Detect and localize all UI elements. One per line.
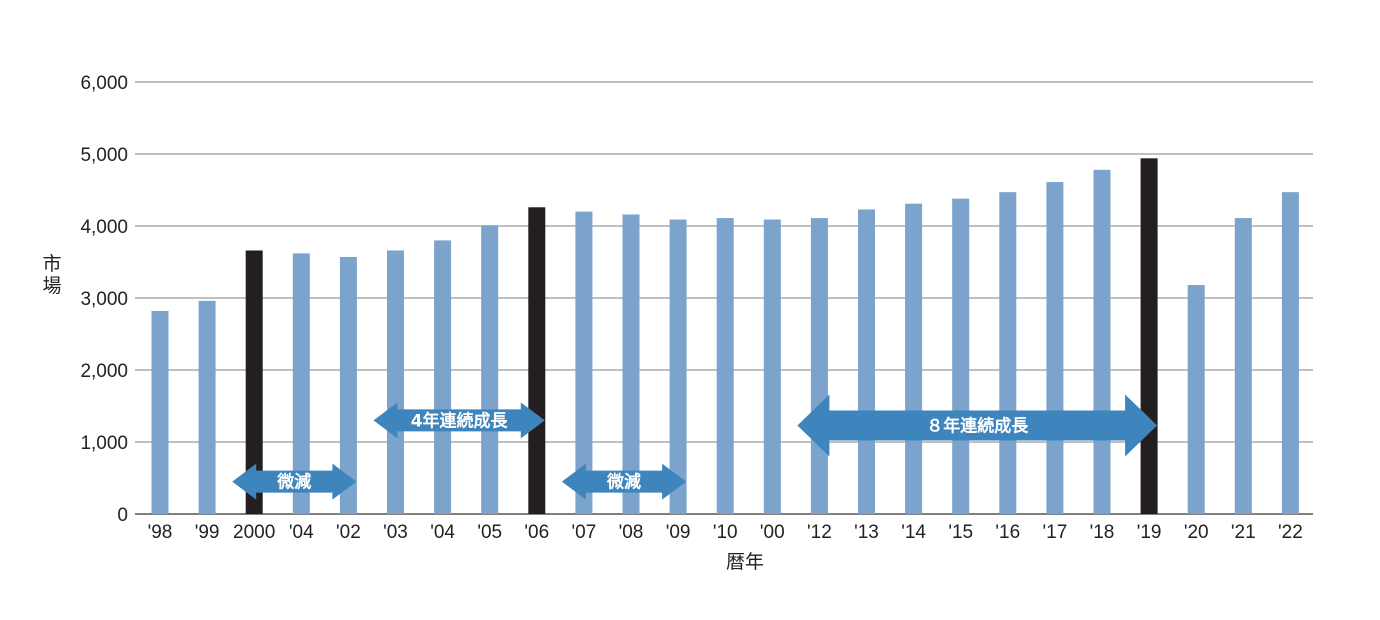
y-axis-label-char: 市 xyxy=(42,253,61,275)
x-tick-label: '14 xyxy=(901,522,926,543)
x-tick-label: '99 xyxy=(195,522,220,543)
bar xyxy=(481,225,499,514)
bar xyxy=(198,300,216,514)
y-tick-label: 0 xyxy=(117,505,128,526)
bar xyxy=(575,211,593,514)
bar xyxy=(763,219,781,514)
x-tick-label: '00 xyxy=(760,522,785,543)
x-tick-label: '05 xyxy=(477,522,502,543)
x-tick-label: '07 xyxy=(572,522,597,543)
bar xyxy=(858,209,875,514)
x-tick-label: '17 xyxy=(1043,522,1068,543)
bar xyxy=(952,198,970,514)
x-tick-label: '18 xyxy=(1090,522,1115,543)
x-tick-label: '06 xyxy=(524,522,549,543)
bar xyxy=(1281,192,1299,514)
x-axis-tick-labels: '98 '99 2000 '04 '02 '03 '04 '05 '06 '07 '08 '09 '10… xyxy=(148,522,1303,543)
bar xyxy=(1234,218,1252,514)
bar xyxy=(669,219,687,514)
bar xyxy=(905,203,923,514)
y-tick-label: 3,000 xyxy=(80,289,128,310)
x-tick-label: '22 xyxy=(1278,522,1303,543)
y-tick-label: 2,000 xyxy=(80,361,128,382)
y-axis-tick-labels: 0 1,000 2,000 3,000 4,000 5,000 6,000 xyxy=(80,73,128,526)
x-tick-label: '10 xyxy=(713,522,738,543)
bar xyxy=(716,218,734,514)
bar xyxy=(1046,182,1064,514)
x-tick-label: '08 xyxy=(619,522,644,543)
bar-highlighted xyxy=(528,207,546,514)
x-axis-label: 暦年 xyxy=(726,551,764,573)
x-tick-label: '09 xyxy=(666,522,691,543)
y-tick-label: 1,000 xyxy=(80,433,128,454)
x-tick-label: '20 xyxy=(1184,522,1209,543)
double-arrow-annotation xyxy=(561,463,687,500)
x-tick-label: '19 xyxy=(1137,522,1162,543)
x-tick-label: '15 xyxy=(948,522,973,543)
y-axis-label-char: 場 xyxy=(42,275,61,297)
double-arrow-annotation xyxy=(797,394,1158,457)
bar-highlighted xyxy=(1140,158,1158,514)
bar xyxy=(151,310,169,514)
bars xyxy=(151,158,1299,515)
double-arrow-annotation xyxy=(373,402,545,439)
double-arrow-annotation xyxy=(232,463,357,500)
bar xyxy=(810,218,828,514)
annotation-label: 微減 xyxy=(606,472,641,493)
y-tick-label: 4,000 xyxy=(80,217,128,238)
x-tick-label: '02 xyxy=(336,522,361,543)
annotation-label: 微減 xyxy=(276,472,311,493)
x-tick-label: '21 xyxy=(1231,522,1256,543)
bar xyxy=(999,192,1017,514)
x-tick-label: '12 xyxy=(807,522,832,543)
x-tick-label: '04 xyxy=(289,522,314,543)
x-tick-label: '13 xyxy=(854,522,879,543)
x-tick-label: '16 xyxy=(995,522,1020,543)
bar xyxy=(434,240,452,514)
bar xyxy=(339,256,357,514)
x-tick-label: 2000 xyxy=(233,522,275,543)
y-tick-label: 5,000 xyxy=(80,145,128,166)
x-tick-label: '04 xyxy=(430,522,455,543)
bar xyxy=(622,214,640,515)
x-tick-label: '03 xyxy=(383,522,408,543)
bar-highlighted xyxy=(245,250,263,515)
bar xyxy=(1093,169,1111,514)
y-tick-label: 6,000 xyxy=(80,73,128,94)
bar xyxy=(1187,285,1205,514)
bar xyxy=(292,253,310,515)
annotation-label: 4年連続成長 xyxy=(411,410,509,431)
bar xyxy=(387,250,404,515)
annotation-label: ８年連続成長 xyxy=(926,415,1029,436)
x-tick-label: '98 xyxy=(148,522,173,543)
y-axis-label: 市場 xyxy=(42,253,61,297)
